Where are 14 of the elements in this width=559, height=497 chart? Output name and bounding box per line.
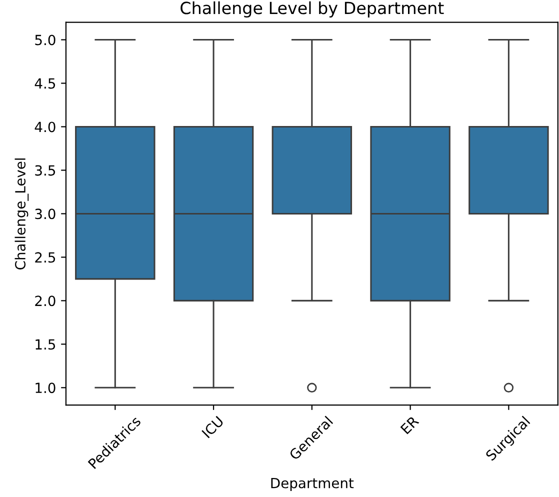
y-tick-label: 4.5	[34, 78, 56, 89]
y-tick-label: 5.0	[35, 34, 56, 46]
y-axis-title: Challenge_Level	[14, 158, 29, 270]
y-tick-label: 4.0	[34, 122, 56, 132]
y-tick-label: 2.5	[35, 252, 56, 263]
y-tick-label: 1.0	[36, 382, 56, 394]
x-tick-label: ER	[400, 415, 420, 434]
y-tick-label: 1.5	[36, 339, 56, 350]
y-tick-label: 2.0	[35, 296, 56, 306]
y-tick-label: 3.0	[35, 208, 56, 220]
x-axis-title: Department	[271, 478, 354, 491]
x-tick-label: ICU	[201, 416, 224, 438]
chart-title: Challenge Level by Department	[180, 1, 444, 18]
y-tick-label: 3.5	[35, 165, 56, 176]
